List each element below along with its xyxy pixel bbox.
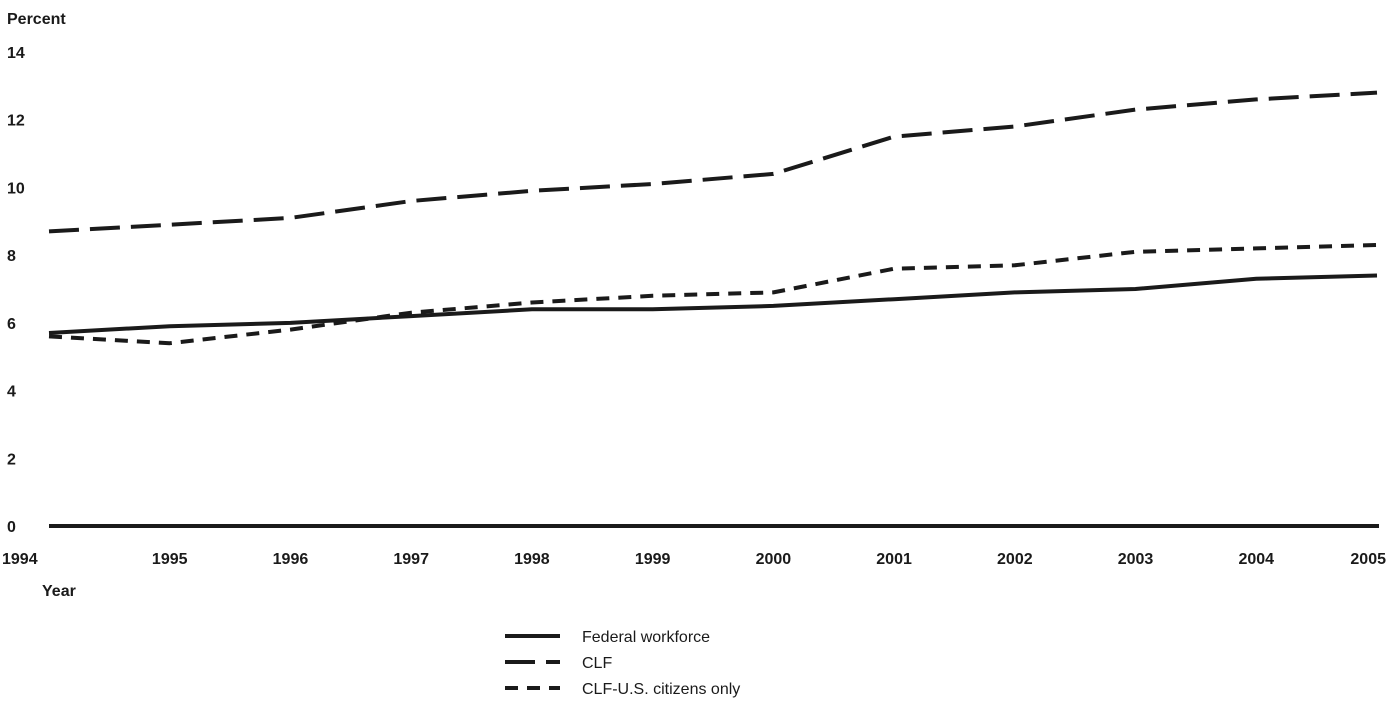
legend-label: Federal workforce: [582, 629, 710, 646]
y-tick-label: 8: [7, 248, 16, 265]
x-tick-label: 2004: [1238, 551, 1274, 568]
y-tick-label: 4: [7, 384, 16, 401]
legend-label: CLF: [582, 655, 612, 672]
x-tick-label: 2005: [1350, 551, 1386, 568]
y-tick-label: 6: [7, 316, 16, 333]
legend: Federal workforce CLF CLF-U.S. citizens on…: [505, 629, 740, 698]
x-tick-label: 1994: [2, 551, 38, 568]
x-tick-label: 2000: [756, 551, 792, 568]
series-line-2: [48, 90, 1378, 234]
y-tick-label: 2: [7, 451, 16, 468]
x-tick-label: 1999: [635, 551, 671, 568]
y-tick-label: 12: [7, 113, 25, 130]
x-tick-label: 2003: [1118, 551, 1154, 568]
series-lines: [48, 90, 1378, 346]
series-line-1: [48, 273, 1378, 335]
x-axis-ticks: 1994 1995 1996 1997 1998 1999 2000 2001 2002 2003…: [2, 551, 1386, 568]
x-tick-label: 1995: [152, 551, 188, 568]
y-axis-title: Percent: [7, 11, 66, 28]
x-tick-label: 2002: [997, 551, 1033, 568]
x-tick-label: 1998: [514, 551, 550, 568]
y-axis-ticks: 0 2 4 6 8 10 12 14: [7, 45, 25, 536]
x-axis-title: Year: [42, 583, 76, 600]
legend-label: CLF-U.S. citizens only: [582, 681, 740, 698]
legend-item: Federal workforce: [505, 629, 710, 646]
legend-item: CLF-U.S. citizens only: [505, 681, 740, 698]
legend-item: CLF: [505, 655, 612, 672]
y-tick-label: 0: [7, 519, 16, 536]
x-tick-label: 2001: [876, 551, 912, 568]
y-tick-label: 10: [7, 180, 25, 197]
x-tick-label: 1996: [273, 551, 309, 568]
x-tick-label: 1997: [393, 551, 429, 568]
series-line-3: [48, 243, 1378, 346]
y-tick-label: 14: [7, 45, 25, 62]
